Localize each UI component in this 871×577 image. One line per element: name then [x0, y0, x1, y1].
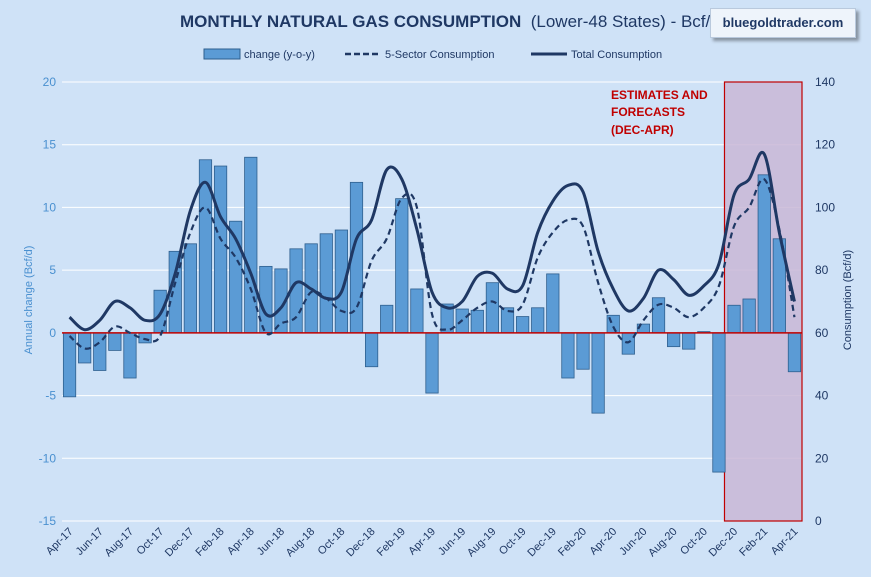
legend-swatch-change [203, 48, 241, 60]
annotation-line-3: (DEC-APR) [611, 123, 674, 137]
x-tick-label: Feb-19 [375, 526, 408, 559]
y-left-tick-label: 15 [43, 138, 57, 152]
y-left-tick-label: -10 [39, 451, 57, 465]
y-right-tick-label: 20 [815, 451, 829, 465]
x-tick-label: Aug-20 [646, 526, 680, 560]
bar-change [712, 332, 726, 473]
y-left-tick-label: 10 [43, 200, 57, 214]
chart-title-line: MONTHLY NATURAL GAS CONSUMPTION (Lower-4… [180, 12, 720, 31]
bar-change [410, 288, 424, 334]
x-tick-label: Feb-18 [194, 526, 227, 559]
annotation-line-1: ESTIMATES AND [611, 88, 708, 102]
bar-change [621, 332, 635, 355]
x-tick-label: Apr-21 [769, 526, 801, 558]
x-tick-label: Aug-17 [103, 526, 137, 560]
bar-change [576, 332, 590, 370]
y-left-tick-label: 0 [49, 326, 56, 340]
bar-change [470, 309, 484, 334]
y-right-tick-label: 80 [815, 263, 829, 277]
x-tick-label: Oct-19 [497, 526, 529, 558]
bar-change [591, 332, 605, 414]
bar-change [667, 332, 681, 348]
y-axis-left-label: Annual change (Bcf/d) [23, 246, 35, 355]
x-tick-label: Dec-17 [163, 526, 197, 560]
bar-change [244, 156, 258, 334]
bar-change [531, 307, 545, 334]
annotation-line-2: FORECASTS [611, 105, 685, 119]
bars-layer [62, 156, 802, 473]
chart-subtitle: (Lower-48 States) - Bcf/d [531, 12, 720, 31]
x-tick-label: Jun-18 [255, 526, 287, 558]
x-tick-label: Oct-20 [678, 526, 710, 558]
bar-change [787, 332, 802, 373]
bar-change [727, 304, 741, 334]
bar-change [62, 332, 77, 398]
bar-change [213, 165, 228, 334]
y-axis-right: 140 120 100 80 60 40 20 0 [815, 75, 835, 528]
forecast-annotation: ESTIMATES AND FORECASTS (DEC-APR) [611, 88, 708, 137]
legend-label-change: change (y-o-y) [244, 49, 315, 61]
y-left-tick-label: 5 [49, 263, 56, 277]
x-tick-label: Feb-21 [737, 526, 770, 559]
y-left-tick-label: -5 [45, 389, 56, 403]
y-right-tick-label: 60 [815, 326, 829, 340]
x-tick-label: Dec-19 [525, 526, 559, 560]
bar-change [108, 332, 122, 351]
legend-label-total: Total Consumption [571, 49, 662, 61]
x-tick-label: Dec-18 [344, 526, 378, 560]
bar-change [561, 332, 575, 379]
legend: change (y-o-y) 5-Sector Consumption Tota… [203, 48, 662, 61]
bar-change [395, 198, 409, 334]
chart-title: MONTHLY NATURAL GAS CONSUMPTION [180, 12, 521, 31]
x-tick-label: Oct-18 [316, 526, 348, 558]
x-tick-label: Dec-20 [707, 526, 741, 560]
bar-change [485, 282, 500, 334]
line-5-sector-consumption [68, 177, 796, 350]
y-right-tick-label: 140 [815, 75, 835, 89]
bar-change [319, 233, 333, 334]
x-tick-label: Feb-20 [556, 526, 589, 559]
y-left-tick-label: -15 [39, 514, 57, 528]
legend-label-5sector: 5-Sector Consumption [385, 49, 494, 61]
site-badge[interactable]: bluegoldtrader.com [710, 8, 856, 38]
bar-change [516, 316, 530, 334]
bar-change [606, 314, 620, 334]
y-axis-right-label: Consumption (Bcf/d) [842, 250, 854, 350]
bar-change [425, 332, 439, 394]
line-total-consumption [68, 150, 796, 332]
y-left-tick-label: 20 [43, 75, 57, 89]
bar-change [138, 332, 152, 344]
y-axis-left: 20 15 10 5 0 -5 -10 -15 [39, 75, 57, 528]
x-tick-label: Jun-20 [617, 526, 649, 558]
bar-change [682, 332, 696, 350]
bar-change [546, 273, 560, 334]
bar-change [380, 304, 394, 334]
x-axis: Apr-17Jun-17Aug-17Oct-17Dec-17Feb-18Apr-… [44, 526, 801, 560]
y-right-tick-label: 120 [815, 138, 835, 152]
x-tick-label: Jun-19 [436, 526, 468, 558]
bar-change [757, 174, 771, 334]
x-tick-label: Apr-18 [225, 526, 257, 558]
bar-change [742, 298, 756, 334]
x-tick-label: Oct-17 [134, 526, 166, 558]
x-tick-label: Apr-19 [406, 526, 438, 558]
bar-change [123, 332, 137, 379]
y-right-tick-label: 40 [815, 389, 829, 403]
x-tick-label: Jun-17 [74, 526, 106, 558]
x-tick-label: Aug-18 [284, 526, 318, 560]
bar-change [183, 243, 197, 334]
x-tick-label: Aug-19 [465, 526, 499, 560]
x-tick-label: Apr-20 [588, 526, 620, 558]
bar-change [259, 265, 273, 334]
y-right-tick-label: 100 [815, 200, 835, 214]
bar-change [364, 332, 379, 368]
lines-layer [68, 150, 796, 350]
y-right-tick-label: 0 [815, 514, 822, 528]
x-tick-label: Apr-17 [44, 526, 76, 558]
